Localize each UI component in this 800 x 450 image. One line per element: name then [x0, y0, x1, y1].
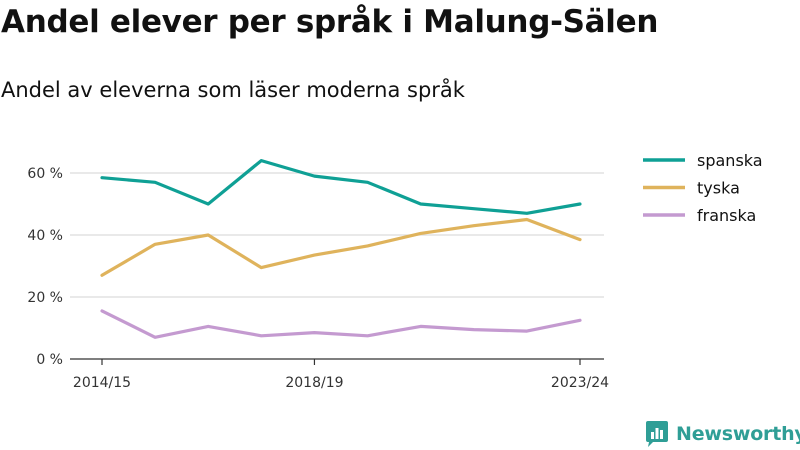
y-tick-label: 20 %: [27, 290, 63, 306]
legend-label: franska: [697, 206, 756, 225]
series-line-franska: [100, 309, 582, 339]
y-tick-label: 0 %: [36, 352, 63, 368]
x-tick-label: 2023/24: [551, 375, 609, 391]
chart-subtitle: Andel av eleverna som läser moderna språ…: [1, 78, 465, 102]
newsworthy-icon: [646, 421, 668, 447]
legend-label: tyska: [697, 179, 740, 198]
legend-label: spanska: [697, 151, 763, 170]
y-tick-label: 40 %: [27, 228, 63, 244]
x-tick-label: 2018/19: [285, 375, 343, 391]
series-line-spanska: [100, 159, 582, 215]
brand-name: Newsworthy: [676, 423, 800, 445]
series-line-tyska: [100, 217, 582, 277]
x-tick-label: 2014/15: [73, 375, 131, 391]
chart-title: Andel elever per språk i Malung-Sälen: [1, 4, 659, 40]
y-tick-label: 60 %: [27, 166, 63, 182]
brand-logo: Newsworthy: [644, 420, 800, 448]
